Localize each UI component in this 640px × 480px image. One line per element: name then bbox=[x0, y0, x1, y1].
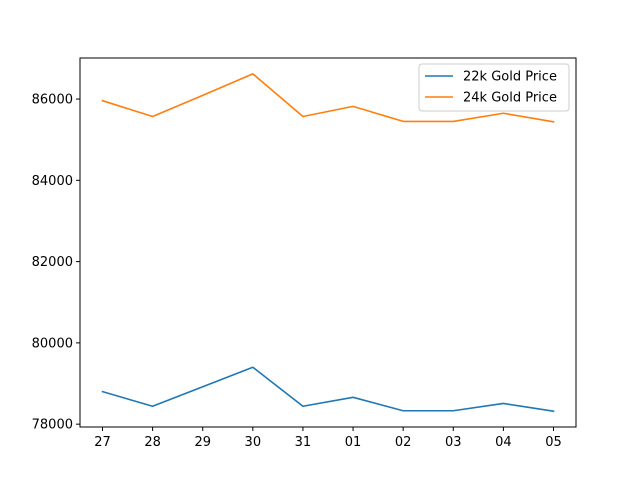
legend: 22k Gold Price 24k Gold Price bbox=[418, 63, 570, 112]
y-tick-label: 86000 bbox=[32, 93, 73, 108]
series-line-24k bbox=[101, 73, 555, 123]
x-tick-label: 05 bbox=[545, 435, 562, 450]
series-lines bbox=[101, 73, 555, 413]
series-line-22k bbox=[101, 366, 555, 413]
x-tick-label: 28 bbox=[144, 435, 161, 450]
y-tick-label: 84000 bbox=[32, 174, 73, 189]
x-tick-label: 04 bbox=[495, 435, 512, 450]
x-axis-ticks: 27 28 29 30 31 01 02 03 04 05 bbox=[94, 427, 562, 450]
x-tick-label: 03 bbox=[445, 435, 462, 450]
legend-entry-label: 24k Gold Price bbox=[463, 91, 557, 106]
y-tick-label: 82000 bbox=[32, 255, 73, 270]
x-tick-label: 30 bbox=[245, 435, 262, 450]
y-tick-label: 80000 bbox=[32, 336, 73, 351]
y-tick-label: 78000 bbox=[32, 418, 73, 433]
x-tick-label: 31 bbox=[295, 435, 312, 450]
x-tick-label: 29 bbox=[194, 435, 211, 450]
legend-box bbox=[418, 63, 570, 112]
x-tick-label: 27 bbox=[94, 435, 111, 450]
x-tick-label: 01 bbox=[345, 435, 362, 450]
x-tick-label: 02 bbox=[395, 435, 412, 450]
y-axis-ticks: 78000 80000 82000 84000 86000 bbox=[32, 93, 80, 433]
plot-area bbox=[79, 57, 577, 428]
legend-entry-label: 22k Gold Price bbox=[463, 70, 557, 85]
